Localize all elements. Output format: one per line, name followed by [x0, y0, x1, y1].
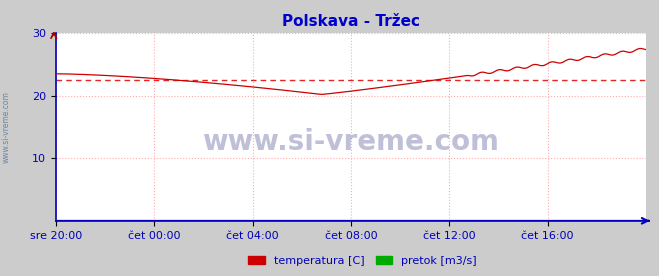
Text: www.si-vreme.com: www.si-vreme.com [2, 91, 11, 163]
Title: Polskava - Tržec: Polskava - Tržec [282, 14, 420, 29]
Legend: temperatura [C], pretok [m3/s]: temperatura [C], pretok [m3/s] [244, 251, 481, 270]
Text: www.si-vreme.com: www.si-vreme.com [202, 128, 500, 156]
